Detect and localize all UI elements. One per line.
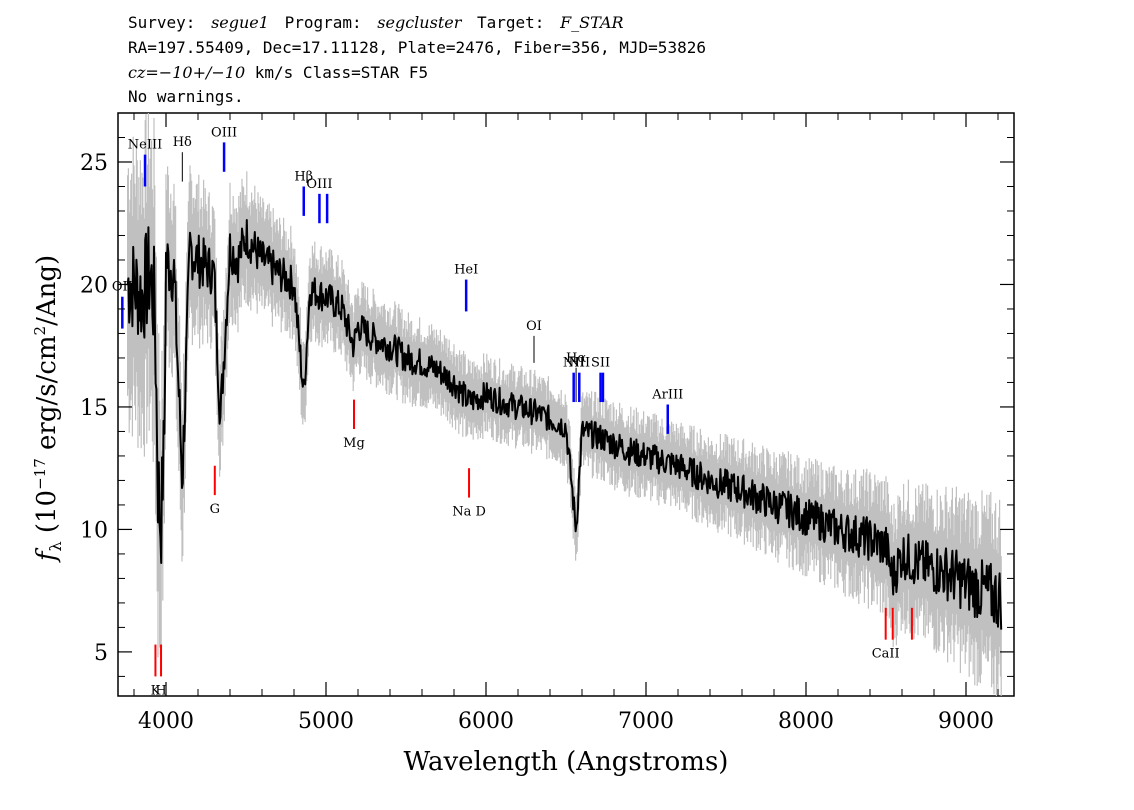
emission-line-label: OIII [306, 177, 332, 192]
absorption-line-label: Na D [452, 505, 486, 520]
y-axis-title-exp: −17 [31, 458, 49, 490]
emission-line-label: NII [568, 356, 590, 371]
flux-path [126, 219, 1003, 630]
emission-line-label: Hβ [294, 169, 313, 184]
class-value: km/s Class=STAR F5 [255, 63, 428, 82]
y-axis-title-end: /Ang) [32, 255, 62, 326]
emission-line-label: NeIII [128, 138, 162, 153]
x-axis-title: Wavelength (Angstroms) [404, 747, 729, 777]
y-axis-title-lambda: λ [46, 541, 65, 551]
flux-error-path [127, 113, 1002, 696]
absorption-line-label: K [151, 683, 161, 698]
header-line-2: RA=197.55409, Dec=17.11128, Plate=2476, … [128, 38, 706, 57]
flux-series [126, 219, 1003, 630]
emission-line-label: ArIII [651, 388, 683, 403]
absorption-line-label: Mg [343, 436, 365, 451]
y-axis-title: fλ (10−17 erg/s/cm2/Ang) [31, 255, 65, 563]
emission-line-label: OIII [211, 125, 237, 140]
flux-error-band [127, 113, 1002, 696]
program-label: Program: [285, 13, 362, 32]
axes: 4000 5000 6000 7000 8000 9000 5 10 15 20 25 [80, 113, 1014, 734]
emission-line-label: OII [112, 280, 133, 295]
x-tick-label: 9000 [938, 709, 994, 734]
y-tick-label: 20 [80, 273, 108, 298]
y-axis-title-exp2: 2 [31, 326, 49, 336]
header-line-3: cz=−10+/−10 km/s Class=STAR F5 [128, 63, 428, 82]
y-tick-label: 15 [80, 396, 108, 421]
program-value: segcluster [377, 13, 462, 32]
y-axis-title-rest: (10 [32, 490, 62, 542]
absorption-line-label: CaII [872, 647, 900, 662]
survey-label: Survey: [128, 13, 195, 32]
absorption-line-label: H [155, 683, 166, 698]
y-axis-title-units: erg/s/cm [32, 335, 62, 458]
y-tick-label: 5 [94, 641, 108, 666]
x-tick-label: 4000 [138, 709, 194, 734]
spectrum-header: Survey: segue1 Program: segcluster Targe… [128, 13, 706, 106]
emission-line-label: Hα [566, 351, 586, 366]
absorption-line-label: G [210, 502, 220, 517]
x-tick-label: 6000 [458, 709, 514, 734]
target-label: Target: [477, 13, 544, 32]
emission-line-label: Hδ [173, 135, 192, 150]
header-line-1: Survey: segue1 Program: segcluster Targe… [128, 13, 624, 32]
emission-line-label: HeI [454, 263, 478, 278]
target-value: F_STAR [559, 13, 623, 32]
plot-frame [117, 112, 1015, 697]
x-tick-label: 7000 [618, 709, 674, 734]
emission-line-label: OI [526, 319, 542, 334]
x-tick-label: 5000 [298, 709, 354, 734]
emission-line-label: SII [591, 356, 610, 371]
redshift-value: cz=−10+/−10 [128, 63, 245, 82]
y-tick-label: 10 [80, 518, 108, 543]
survey-value: segue1 [211, 13, 269, 32]
header-line-4: No warnings. [128, 87, 244, 106]
x-tick-label: 8000 [778, 709, 834, 734]
y-tick-label: 25 [80, 151, 108, 176]
emission-line-label: NII [563, 356, 585, 371]
